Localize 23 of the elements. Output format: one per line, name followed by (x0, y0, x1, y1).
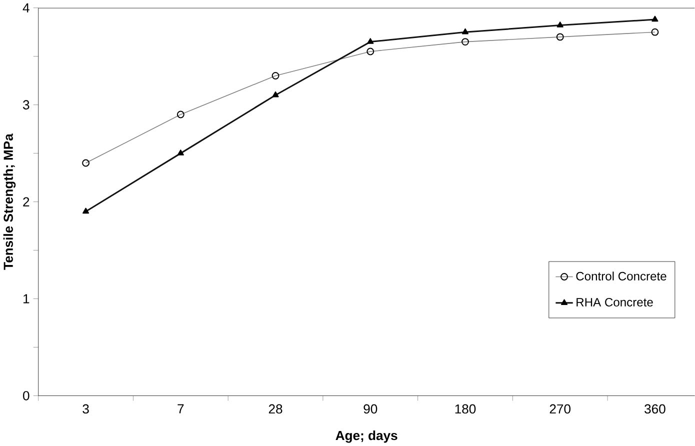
x-tick-label: 7 (178, 404, 184, 414)
point (272, 91, 279, 98)
x-tick-label: 28 (268, 404, 282, 414)
y-tick-label: 1 (24, 294, 30, 304)
point (556, 22, 564, 28)
x-tick-label: 3 (82, 404, 89, 414)
legend-label: RHA Concrete (576, 298, 653, 306)
x-axis-title: Age; days (336, 430, 398, 443)
x-tick-label: 270 (550, 404, 570, 414)
x-tick-label: 360 (644, 404, 666, 414)
point (462, 28, 469, 34)
y-tick-label: 4 (22, 3, 30, 12)
point (652, 16, 658, 22)
point (177, 150, 184, 156)
y-tick-label: 2 (23, 197, 30, 206)
legend-label: Control Concrete (576, 272, 666, 280)
y-tick-label: 0 (23, 391, 30, 400)
x-tick-label: 90 (364, 404, 378, 414)
y-tick-label: 3 (23, 100, 30, 110)
point (367, 38, 374, 44)
point (82, 208, 90, 214)
y-axis-title: Tensile Strength; MPa (3, 133, 16, 270)
x-tick-label: 180 (455, 404, 476, 414)
